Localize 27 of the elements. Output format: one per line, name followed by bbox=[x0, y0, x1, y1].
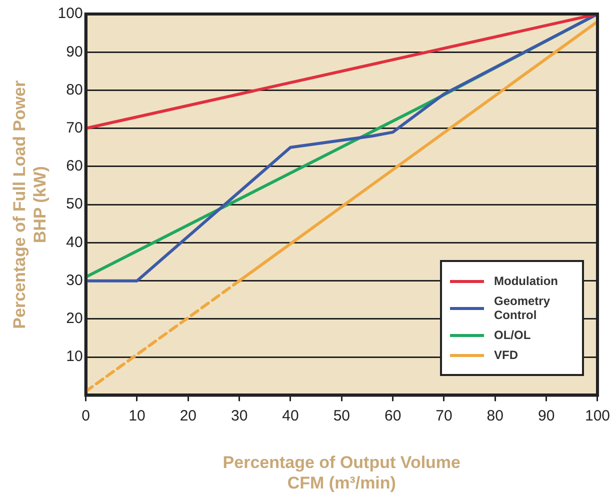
x-tick-label: 100 bbox=[584, 407, 610, 424]
x-tick-label: 20 bbox=[180, 407, 197, 424]
legend-label: Modulation bbox=[494, 274, 558, 288]
legend-label: Geometry Control bbox=[494, 294, 552, 322]
x-tick-label: 30 bbox=[230, 407, 248, 424]
x-tick-label: 50 bbox=[333, 407, 350, 424]
x-axis-title: Percentage of Output Volume CFM (m³/min) bbox=[222, 453, 461, 492]
y-tick-label: 10 bbox=[66, 348, 83, 366]
x-tick-label: 90 bbox=[538, 407, 555, 424]
x-tick-label: 10 bbox=[128, 407, 146, 424]
y-tick-label: 100 bbox=[58, 5, 83, 22]
y-tick-label: 30 bbox=[66, 272, 83, 289]
y-tick-label: 40 bbox=[66, 234, 83, 251]
y-tick-label: 50 bbox=[66, 196, 83, 213]
y-tick-label: 80 bbox=[66, 81, 83, 98]
y-tick-label: 90 bbox=[66, 43, 83, 60]
x-tick-label: 80 bbox=[486, 407, 504, 424]
y-tick-label: 70 bbox=[66, 120, 83, 136]
x-tick-label: 0 bbox=[82, 407, 90, 424]
y-tick-label: 20 bbox=[66, 310, 83, 328]
x-tick-label: 40 bbox=[282, 407, 299, 424]
x-tick-label: 70 bbox=[436, 407, 452, 424]
y-axis-title: Percentage of Full Load Power BHP (kW) bbox=[10, 80, 50, 329]
legend-label: VFD bbox=[494, 348, 518, 362]
x-tick-label: 60 bbox=[384, 407, 402, 424]
legend-label: OL/OL bbox=[494, 328, 531, 342]
y-tick-label: 60 bbox=[66, 158, 83, 175]
